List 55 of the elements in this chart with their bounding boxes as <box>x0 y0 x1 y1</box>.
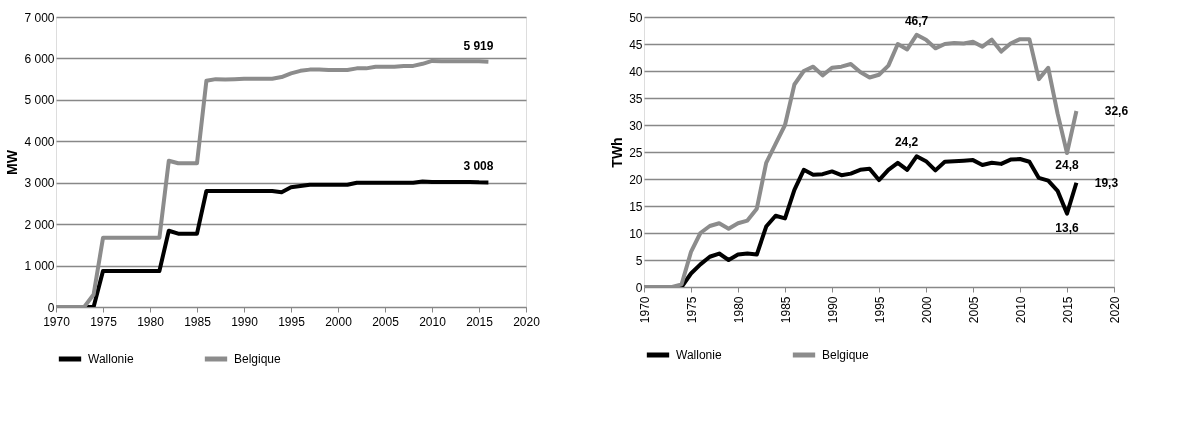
y-tick-label: 0 <box>47 300 55 315</box>
x-tick-label: 2010 <box>419 314 447 329</box>
x-tick-label: 1980 <box>731 296 746 324</box>
annotation: 5 919 <box>463 38 494 53</box>
y-tick-label: 40 <box>629 64 643 79</box>
y-tick-label: 30 <box>629 118 643 133</box>
x-tick-label: 1985 <box>778 296 793 324</box>
legend-label: Wallonie <box>88 352 134 366</box>
x-tick-label: 2010 <box>1013 296 1028 324</box>
x-tick-label: 1970 <box>637 296 652 324</box>
y-axis-title: MW <box>4 149 21 175</box>
x-tick-label: 1970 <box>43 314 71 329</box>
y-tick-label: 4 000 <box>24 134 55 149</box>
annotation: 3 008 <box>463 159 494 174</box>
y-tick-label: 2 000 <box>24 217 55 232</box>
y-tick-label: 1 000 <box>24 259 55 274</box>
y-tick-label: 10 <box>629 226 643 241</box>
annotation: 24,8 <box>1055 158 1079 173</box>
y-tick-label: 5 <box>635 253 643 268</box>
x-tick-label: 2000 <box>919 296 934 324</box>
x-tick-label: 1995 <box>278 314 306 329</box>
x-tick-label: 2020 <box>1107 296 1122 324</box>
x-tick-label: 1975 <box>90 314 118 329</box>
x-tick-label: 2015 <box>466 314 494 329</box>
y-tick-label: 50 <box>629 10 643 25</box>
y-tick-label: 5 000 <box>24 93 55 108</box>
x-tick-label: 2020 <box>513 314 541 329</box>
y-tick-label: 20 <box>629 172 643 187</box>
x-tick-label: 2005 <box>966 296 981 324</box>
y-tick-label: 35 <box>629 91 643 106</box>
y-tick-label: 0 <box>635 280 643 295</box>
annotation: 46,7 <box>904 13 929 28</box>
x-tick-label: 2005 <box>372 314 400 329</box>
y-tick-label: 7 000 <box>24 10 55 25</box>
annotation: 13,6 <box>1055 220 1079 235</box>
x-tick-label: 1990 <box>231 314 259 329</box>
x-tick-label: 1995 <box>872 296 887 324</box>
y-tick-label: 3 000 <box>24 176 55 191</box>
y-tick-label: 25 <box>629 145 643 160</box>
x-tick-label: 2000 <box>325 314 353 329</box>
annotation: 19,3 <box>1094 175 1119 190</box>
legend-label: Wallonie <box>676 348 722 362</box>
x-tick-label: 2015 <box>1060 296 1075 324</box>
annotation: 24,2 <box>894 135 919 150</box>
annotation: 32,6 <box>1104 103 1129 118</box>
y-tick-label: 6 000 <box>24 51 55 66</box>
y-tick-label: 15 <box>629 199 643 214</box>
y-tick-label: 45 <box>629 37 643 52</box>
x-tick-label: 1990 <box>825 296 840 324</box>
legend-label: Belgique <box>234 352 282 366</box>
y-axis-title: TWh <box>609 137 626 168</box>
x-tick-label: 1975 <box>684 296 699 324</box>
x-tick-label: 1985 <box>184 314 212 329</box>
legend-label: Belgique <box>822 348 870 362</box>
x-tick-label: 1980 <box>137 314 165 329</box>
